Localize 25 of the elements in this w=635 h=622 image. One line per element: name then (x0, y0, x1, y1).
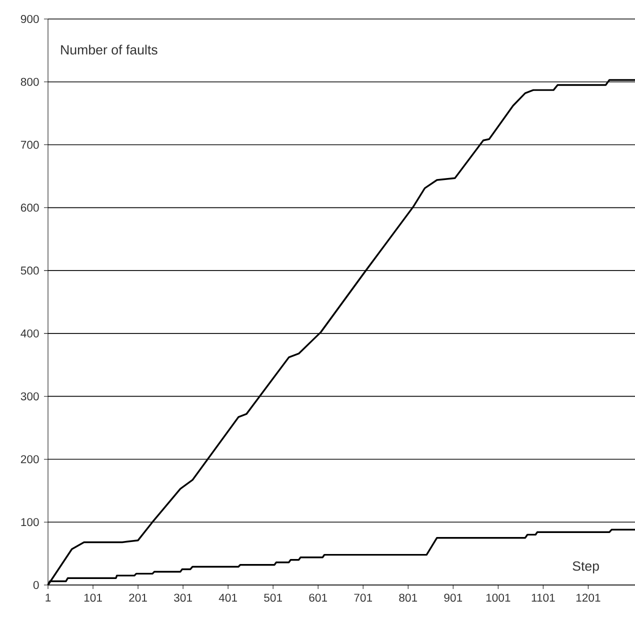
y-tick-label: 300 (20, 392, 39, 400)
x-tick-label: 601 (309, 594, 327, 602)
x-tick-label: 701 (354, 594, 372, 602)
y-tick-label: 200 (20, 455, 39, 464)
x-axis-title: Step (572, 561, 599, 574)
x-tick-label: 401 (218, 594, 237, 602)
y-axis-title: Number of faults (61, 44, 158, 55)
y-tick-label: 0 (33, 580, 39, 590)
x-tick-label: 1 (46, 594, 51, 602)
y-tick-label: 500 (20, 266, 39, 275)
y-tick-label: 600 (20, 204, 39, 212)
x-tick-label: 501 (264, 594, 282, 602)
x-tick-label: 301 (174, 594, 192, 602)
x-tick-label: 901 (444, 594, 462, 602)
x-tick-label: 801 (399, 594, 418, 602)
y-tick-label: 800 (20, 78, 39, 86)
y-tick-label: 900 (20, 14, 39, 24)
x-tick-label: 1101 (532, 594, 555, 602)
y-tick-label: 400 (20, 329, 39, 338)
x-tick-label: 201 (129, 594, 147, 602)
y-tick-label: 700 (20, 140, 39, 149)
x-tick-label: 101 (84, 594, 102, 602)
x-tick-label: 1201 (576, 594, 600, 602)
x-tick-label: 1001 (486, 594, 510, 602)
y-tick-label: 100 (21, 518, 39, 526)
